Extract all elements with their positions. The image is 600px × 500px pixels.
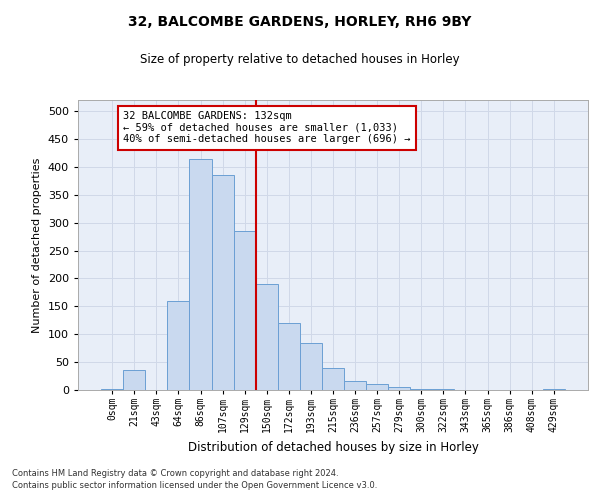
Text: 32 BALCOMBE GARDENS: 132sqm
← 59% of detached houses are smaller (1,033)
40% of : 32 BALCOMBE GARDENS: 132sqm ← 59% of det… xyxy=(123,111,411,144)
Bar xyxy=(190,158,212,390)
Bar xyxy=(212,176,233,390)
Bar xyxy=(256,284,278,390)
Bar xyxy=(322,368,344,390)
X-axis label: Distribution of detached houses by size in Horley: Distribution of detached houses by size … xyxy=(188,440,478,454)
Bar xyxy=(278,323,300,390)
Bar xyxy=(388,387,410,390)
Text: Contains public sector information licensed under the Open Government Licence v3: Contains public sector information licen… xyxy=(12,481,377,490)
Text: Size of property relative to detached houses in Horley: Size of property relative to detached ho… xyxy=(140,52,460,66)
Bar xyxy=(101,389,123,390)
Bar xyxy=(167,301,190,390)
Bar xyxy=(543,389,565,390)
Text: Contains HM Land Registry data © Crown copyright and database right 2024.: Contains HM Land Registry data © Crown c… xyxy=(12,468,338,477)
Text: 32, BALCOMBE GARDENS, HORLEY, RH6 9BY: 32, BALCOMBE GARDENS, HORLEY, RH6 9BY xyxy=(128,15,472,29)
Bar xyxy=(300,342,322,390)
Bar xyxy=(366,384,388,390)
Bar xyxy=(123,370,145,390)
Y-axis label: Number of detached properties: Number of detached properties xyxy=(32,158,42,332)
Bar xyxy=(344,380,366,390)
Bar xyxy=(233,231,256,390)
